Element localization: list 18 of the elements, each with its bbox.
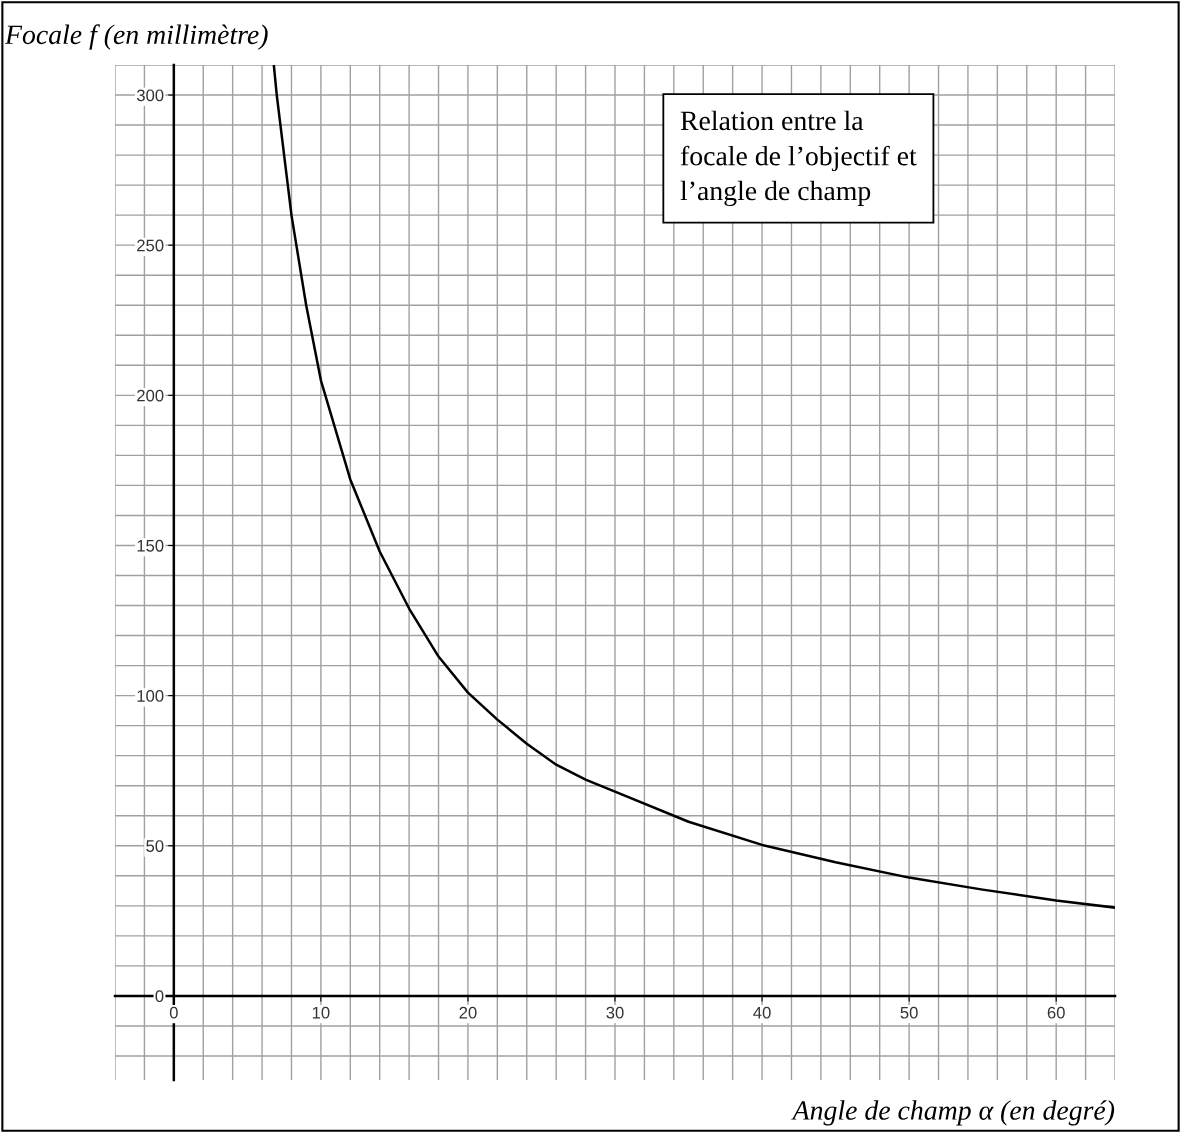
x-tick-label: 40	[753, 1006, 771, 1019]
y-tick-label: 250	[137, 239, 164, 252]
annotation: Relation entre la focale de l’objectif et l’angle de champ	[680, 110, 917, 207]
x-tick-label: 20	[459, 1006, 477, 1019]
x-axis-title: Angle de champ α (en degré)	[791, 1100, 1115, 1126]
y-tick-label: 300	[136, 89, 164, 102]
x-tick-label: 50	[900, 1006, 918, 1019]
y-tick-label: 100	[137, 690, 164, 702]
x-tick-label: 0	[169, 1006, 178, 1019]
line-series	[272, 65, 1115, 909]
x-tick-label: 60	[1047, 1006, 1065, 1019]
y-tick-label: 0	[155, 990, 164, 1003]
x-tick-label: 10	[312, 1006, 330, 1019]
y-tick-label: 50	[146, 840, 164, 852]
y-tick-label: 200	[137, 389, 164, 402]
x-tick-label: 30	[606, 1006, 624, 1019]
y-axis-title: Focale f (en millimètre)	[4, 24, 268, 50]
y-tick-label: 150	[137, 539, 164, 552]
